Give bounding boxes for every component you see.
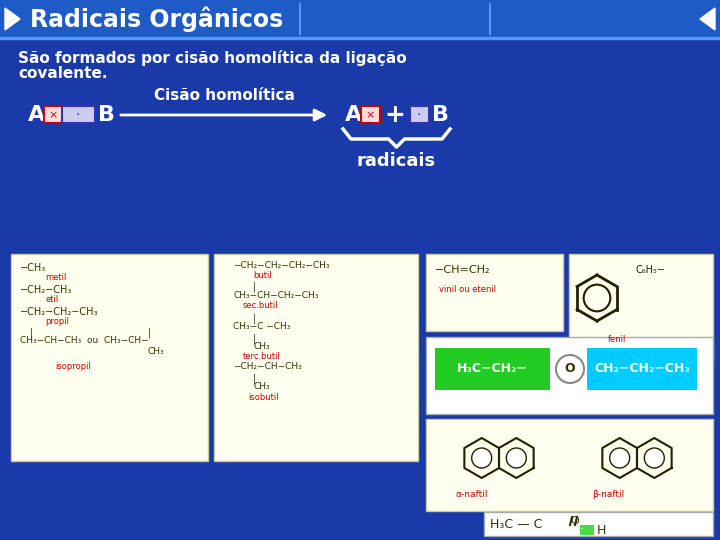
Text: covalente.: covalente.: [18, 66, 107, 81]
Text: fenil: fenil: [608, 335, 626, 344]
Bar: [0, 0, 720, 38]
Bar: [435, 348, 550, 390]
Text: H₃C — C: H₃C — C: [490, 517, 542, 530]
Text: terc.butil: terc.butil: [243, 352, 281, 361]
FancyBboxPatch shape: [61, 105, 94, 123]
Text: −CH₃: −CH₃: [20, 263, 46, 273]
FancyBboxPatch shape: [11, 254, 208, 461]
Text: isobutil: isobutil: [248, 393, 279, 402]
Text: C₆H₅−: C₆H₅−: [635, 265, 665, 275]
Text: Radicais Orgânicos: Radicais Orgânicos: [30, 6, 283, 32]
Text: metil: metil: [45, 273, 66, 282]
Circle shape: [472, 448, 492, 468]
Text: −CH₂−CH₃: −CH₂−CH₃: [20, 285, 73, 295]
Text: CH₃−CH−CH₂−CH₃: CH₃−CH−CH₂−CH₃: [233, 291, 318, 300]
FancyBboxPatch shape: [361, 105, 379, 123]
Bar: [580, 525, 594, 535]
Text: +: +: [384, 103, 405, 127]
Text: CH₃: CH₃: [148, 347, 165, 356]
Text: etil: etil: [45, 295, 58, 304]
Text: ·: ·: [417, 108, 421, 122]
Text: B: B: [98, 105, 115, 125]
Text: |: |: [148, 327, 151, 338]
FancyBboxPatch shape: [426, 337, 713, 414]
Text: CH₃: CH₃: [253, 382, 269, 391]
Text: −CH₂−CH−CH₃: −CH₂−CH−CH₃: [233, 362, 302, 371]
Text: O: O: [564, 362, 575, 375]
Text: São formados por cisão homolítica da ligação: São formados por cisão homolítica da lig…: [18, 50, 407, 66]
Text: Cisão homolítica: Cisão homolítica: [153, 88, 294, 103]
Text: O: O: [570, 516, 579, 526]
Text: −CH₂−CH₂−CH₃: −CH₂−CH₂−CH₃: [20, 307, 99, 317]
Text: B: B: [432, 105, 449, 125]
Text: radicais: radicais: [357, 152, 436, 170]
Text: −CH=CH₂: −CH=CH₂: [435, 265, 490, 275]
Text: CH₃−CH−CH₃  ou  CH₃−CH−: CH₃−CH−CH₃ ou CH₃−CH−: [20, 336, 148, 345]
Circle shape: [644, 448, 665, 468]
Text: β-naftil: β-naftil: [592, 490, 624, 499]
Text: CH₂−CH₂−CH₃: CH₂−CH₂−CH₃: [594, 362, 690, 375]
FancyBboxPatch shape: [484, 512, 713, 536]
Text: propil: propil: [45, 317, 69, 326]
Text: ·: ·: [76, 108, 80, 122]
Text: isopropil: isopropil: [55, 362, 91, 371]
Text: |: |: [253, 373, 256, 383]
Text: ×: ×: [365, 110, 374, 120]
FancyBboxPatch shape: [214, 254, 418, 461]
Circle shape: [610, 448, 630, 468]
Text: H: H: [597, 523, 606, 537]
Polygon shape: [700, 8, 715, 30]
Text: ·: ·: [580, 523, 584, 537]
FancyBboxPatch shape: [426, 419, 713, 511]
Text: |: |: [253, 282, 256, 293]
Text: ×: ×: [48, 110, 58, 120]
Text: α-naftil: α-naftil: [455, 490, 487, 499]
Text: −CH₂−CH₂−CH₂−CH₃: −CH₂−CH₂−CH₂−CH₃: [233, 261, 330, 270]
FancyBboxPatch shape: [410, 105, 428, 123]
FancyBboxPatch shape: [43, 105, 63, 123]
Text: |: |: [30, 327, 33, 338]
Text: A: A: [28, 105, 45, 125]
Text: sec.butil: sec.butil: [243, 301, 279, 310]
FancyBboxPatch shape: [426, 254, 563, 331]
Bar: [587, 348, 697, 390]
Text: |: |: [253, 333, 256, 343]
Text: vinil ou etenil: vinil ou etenil: [439, 285, 496, 294]
Text: H₃C−CH₂−: H₃C−CH₂−: [457, 362, 528, 375]
Text: A: A: [345, 105, 362, 125]
Circle shape: [556, 355, 584, 383]
Text: CH₃: CH₃: [253, 342, 269, 351]
Text: |: |: [253, 313, 256, 323]
Circle shape: [506, 448, 526, 468]
Text: butil: butil: [253, 271, 271, 280]
FancyBboxPatch shape: [569, 254, 713, 361]
Text: CH₃−C −CH₃: CH₃−C −CH₃: [233, 322, 290, 331]
Polygon shape: [5, 8, 20, 30]
